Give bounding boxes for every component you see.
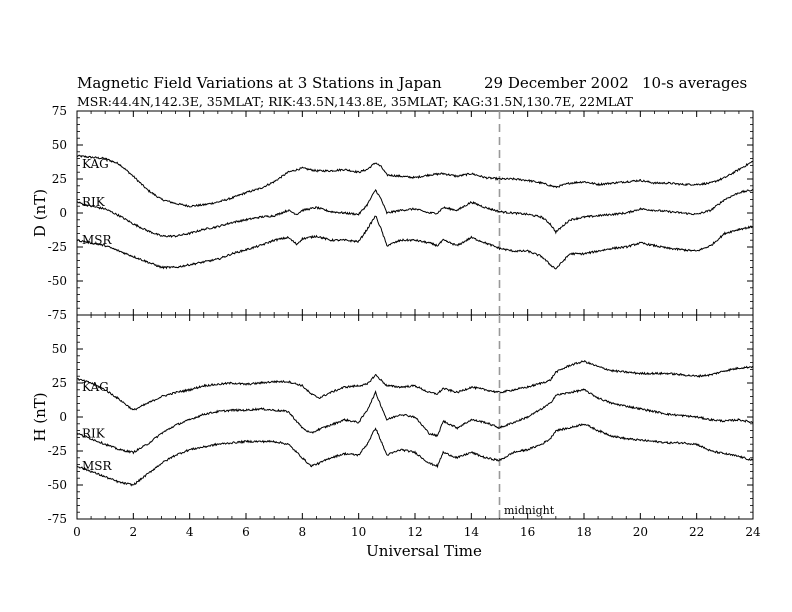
top-panel-frame xyxy=(76,110,754,316)
y-tick-label-bottom-1: 25 xyxy=(52,376,67,390)
series-label-top-rik: RIK xyxy=(82,195,106,209)
x-tick-label-10: 20 xyxy=(633,525,648,539)
series-line-bottom-kag xyxy=(76,360,754,411)
series-label-bottom-msr: MSR xyxy=(82,459,113,473)
bottom-y-axis-label: H (nT) xyxy=(31,392,49,441)
series-line-top-rik xyxy=(76,188,754,239)
y-tick-label-top-6: -75 xyxy=(48,308,67,322)
series-line-top-msr xyxy=(76,215,754,270)
x-tick-label-4: 8 xyxy=(299,525,307,539)
chart-subtitle: MSR:44.4N,142.3E, 35MLAT; RIK:43.5N,143.… xyxy=(77,94,634,109)
chart-averaging: 10-s averages xyxy=(642,74,747,92)
y-tick-label-top-3: 0 xyxy=(59,206,67,220)
y-tick-label-bottom-0: 50 xyxy=(52,342,67,356)
top-y-axis-label: D (nT) xyxy=(31,189,49,237)
y-tick-label-top-4: -25 xyxy=(48,240,67,254)
x-tick-label-2: 4 xyxy=(186,525,194,539)
series-line-top-kag xyxy=(76,154,754,208)
top-panel: 75 50 25 0 -25 -50 -75 KAG RIK MSR xyxy=(48,104,754,322)
x-tick-label-1: 2 xyxy=(130,525,138,539)
x-tick-label-7: 14 xyxy=(464,525,480,539)
chart-title: Magnetic Field Variations at 3 Stations … xyxy=(77,74,442,92)
series-line-bottom-msr xyxy=(76,423,754,487)
series-line-bottom-rik xyxy=(76,388,754,455)
y-tick-label-top-0: 75 xyxy=(52,104,67,118)
x-tick-label-6: 12 xyxy=(407,525,422,539)
y-tick-label-bottom-3: -25 xyxy=(48,444,67,458)
x-tick-label-5: 10 xyxy=(351,525,366,539)
series-label-bottom-kag: KAG xyxy=(82,380,109,394)
x-tick-label-3: 6 xyxy=(242,525,250,539)
y-tick-label-bottom-5: -75 xyxy=(48,512,67,526)
midnight-annotation: midnight xyxy=(504,504,555,517)
series-label-top-msr: MSR xyxy=(82,233,113,247)
y-tick-label-top-2: 25 xyxy=(52,172,67,186)
series-label-bottom-rik: RIK xyxy=(82,426,106,440)
x-tick-label-8: 16 xyxy=(520,525,535,539)
x-tick-label-9: 18 xyxy=(576,525,591,539)
series-label-top-kag: KAG xyxy=(82,157,109,171)
x-tick-label-11: 22 xyxy=(689,525,704,539)
x-tick-label-0: 0 xyxy=(73,525,81,539)
y-tick-label-top-5: -50 xyxy=(48,274,67,288)
y-tick-label-bottom-2: 0 xyxy=(59,410,67,424)
chart-date: 29 December 2002 xyxy=(484,74,629,92)
x-tick-label-12: 24 xyxy=(745,525,761,539)
x-axis-label: Universal Time xyxy=(366,542,482,560)
y-tick-label-top-1: 50 xyxy=(52,138,67,152)
y-tick-label-bottom-4: -50 xyxy=(48,478,67,492)
